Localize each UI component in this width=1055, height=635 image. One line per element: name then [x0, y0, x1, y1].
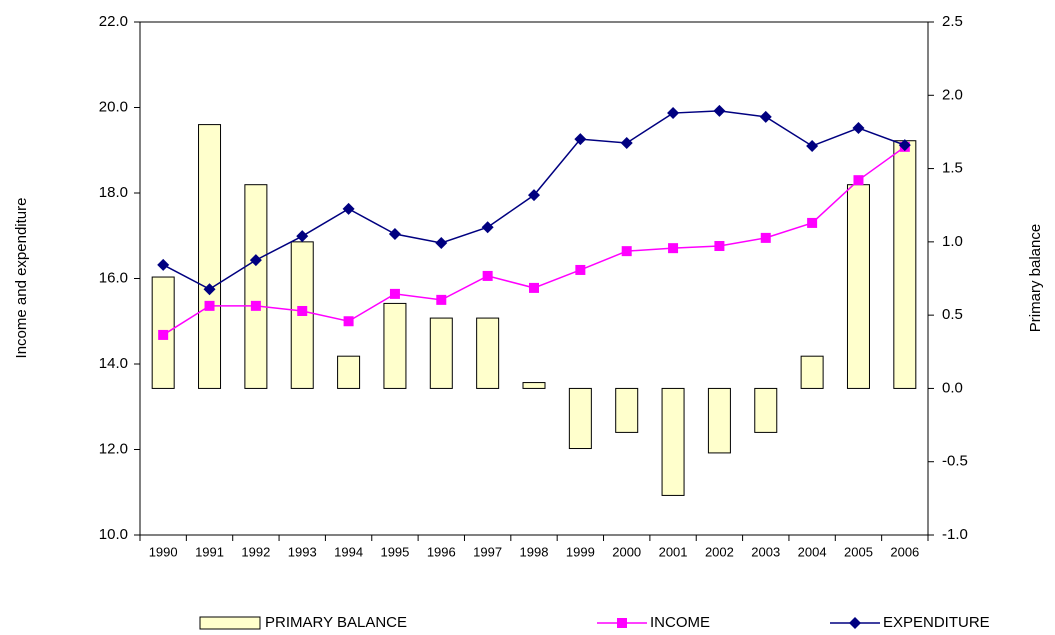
- marker: [714, 241, 725, 252]
- marker: [528, 189, 540, 202]
- marker: [157, 258, 170, 271]
- y-tick-label: 18.0: [99, 184, 128, 201]
- x-tick-label: 1993: [288, 544, 317, 559]
- y2-tick-label: 1.0: [942, 233, 963, 250]
- y2-tick-label: -1.0: [942, 526, 968, 543]
- marker: [898, 139, 911, 152]
- legend-marker: [849, 617, 861, 629]
- bar: [800, 355, 824, 389]
- bar: [615, 387, 639, 433]
- marker: [806, 139, 819, 152]
- x-tick-label: 2006: [890, 544, 919, 559]
- y2-tick-label: 1.5: [942, 160, 963, 177]
- y-axis-label: Income and expenditure: [13, 198, 30, 359]
- bar: [244, 184, 268, 389]
- legend-marker: [617, 618, 627, 628]
- marker: [249, 254, 262, 267]
- marker: [204, 300, 215, 311]
- marker: [297, 305, 308, 316]
- x-tick-label: 1991: [195, 544, 224, 559]
- y-tick-label: 12.0: [99, 440, 128, 457]
- bar: [661, 387, 685, 496]
- y2-tick-label: -0.5: [942, 453, 968, 470]
- marker: [482, 270, 493, 281]
- y2-tick-label: 2.5: [942, 13, 963, 30]
- marker: [436, 294, 447, 305]
- marker: [342, 202, 355, 215]
- y2-axis-label: Primary balance: [1027, 224, 1044, 332]
- bar: [707, 387, 731, 454]
- y2-tick-label: 2.0: [942, 86, 963, 103]
- x-tick-label: 2000: [612, 544, 641, 559]
- marker: [250, 300, 261, 311]
- marker: [481, 221, 494, 234]
- x-tick-label: 1996: [427, 544, 456, 559]
- legend-label: INCOME: [650, 614, 710, 631]
- marker: [621, 246, 632, 257]
- x-tick-label: 1997: [473, 544, 502, 559]
- bar: [383, 302, 407, 389]
- plot-area: [139, 21, 929, 536]
- x-tick-label: 1998: [520, 544, 549, 559]
- x-tick-label: 2004: [798, 544, 827, 559]
- marker: [296, 230, 309, 243]
- bar: [429, 317, 453, 389]
- bar: [198, 124, 222, 389]
- marker: [853, 175, 864, 186]
- marker: [529, 282, 539, 293]
- marker: [158, 329, 169, 340]
- bar: [893, 140, 917, 389]
- y-tick-label: 20.0: [99, 98, 128, 115]
- x-tick-label: 2005: [844, 544, 873, 559]
- marker: [807, 217, 818, 228]
- marker: [760, 232, 771, 243]
- bar: [522, 382, 546, 389]
- legend-label: EXPENDITURE: [883, 614, 990, 631]
- x-tick-label: 1994: [334, 544, 363, 559]
- bar: [476, 317, 500, 389]
- x-tick-label: 1990: [149, 544, 178, 559]
- x-tick-label: 2001: [659, 544, 688, 559]
- marker: [388, 228, 401, 241]
- x-tick-label: 2003: [751, 544, 780, 559]
- legend-label: PRIMARY BALANCE: [265, 614, 407, 631]
- x-tick-label: 2002: [705, 544, 734, 559]
- marker: [667, 107, 680, 120]
- marker: [759, 110, 772, 123]
- marker: [620, 136, 633, 149]
- x-tick-label: 1995: [380, 544, 409, 559]
- legend-swatch: [199, 616, 261, 630]
- bar: [754, 387, 778, 433]
- x-tick-label: 1999: [566, 544, 595, 559]
- marker: [575, 264, 586, 275]
- y2-tick-label: 0.5: [942, 306, 963, 323]
- marker: [574, 133, 587, 146]
- marker: [713, 104, 726, 117]
- marker: [852, 122, 865, 135]
- bar: [846, 184, 870, 389]
- y-tick-label: 14.0: [99, 355, 128, 372]
- marker: [203, 283, 216, 296]
- y-tick-label: 16.0: [99, 269, 128, 286]
- y-tick-label: 10.0: [99, 526, 128, 543]
- x-tick-label: 1992: [241, 544, 270, 559]
- bar: [337, 355, 361, 389]
- bar: [568, 387, 592, 450]
- marker: [389, 288, 400, 299]
- y-tick-label: 22.0: [99, 13, 128, 30]
- marker: [668, 243, 679, 254]
- marker: [435, 237, 448, 250]
- y2-tick-label: 0.0: [942, 379, 963, 396]
- marker: [343, 316, 354, 327]
